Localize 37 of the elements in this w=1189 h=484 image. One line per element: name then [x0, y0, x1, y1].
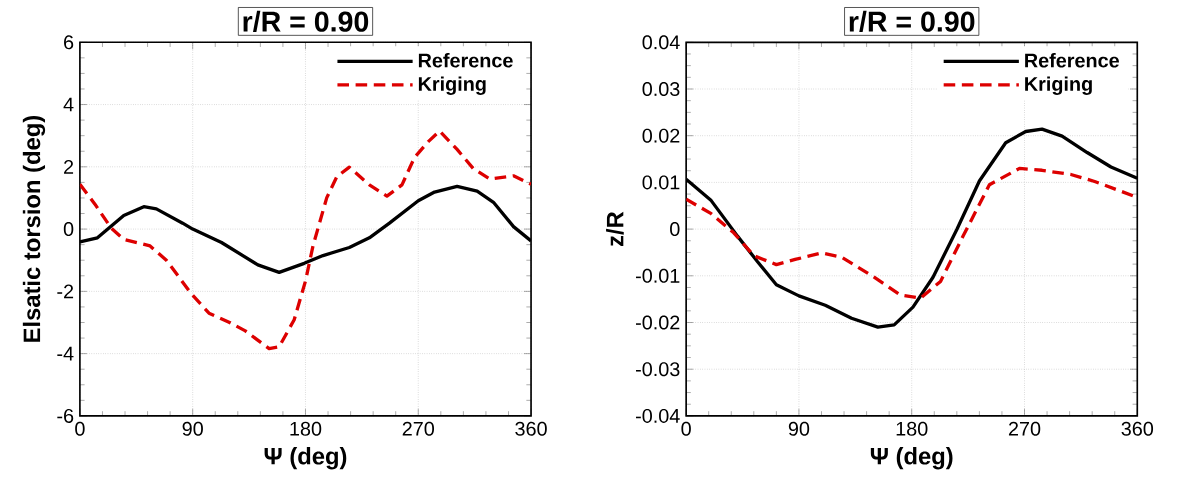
- x-tick-label: 360: [1121, 421, 1154, 436]
- y-axis-title: Elsatic torsion (deg): [22, 115, 46, 342]
- x-tick-label: 180: [896, 421, 928, 436]
- y-tick-label: 0.02: [642, 128, 680, 143]
- y-tick-label: 4: [63, 97, 74, 112]
- legend-label: Kriging: [418, 76, 486, 95]
- y-tick-label: -6: [57, 408, 74, 423]
- y-tick-label: -0.03: [636, 362, 680, 377]
- y-tick-label: 0: [63, 222, 74, 237]
- x-tick-label: 90: [788, 421, 810, 436]
- x-tick-label: 180: [290, 421, 322, 436]
- x-axis-title: Ψ (deg): [264, 447, 347, 470]
- y-tick-label: -0.02: [636, 315, 680, 330]
- y-tick-label: 0.01: [642, 175, 680, 190]
- y-tick-label: 0.03: [642, 81, 680, 96]
- x-tick-label: 0: [681, 421, 691, 436]
- chart-title: r/R = 0.90: [849, 10, 975, 33]
- x-tick-label: 90: [182, 421, 203, 436]
- legend-label: Reference: [1025, 52, 1119, 68]
- x-tick-label: 0: [75, 421, 85, 436]
- chart-title: r/R = 0.90: [243, 10, 369, 33]
- x-axis-title: Ψ (deg): [870, 447, 953, 470]
- x-tick-label: 270: [402, 421, 435, 436]
- y-tick-label: -2: [57, 284, 74, 299]
- y-tick-label: -4: [57, 346, 74, 361]
- legend-label: Reference: [418, 52, 513, 68]
- y-tick-label: -0.01: [636, 268, 680, 283]
- legend-label: Kriging: [1025, 76, 1092, 95]
- y-tick-label: 0: [670, 222, 680, 237]
- line-series: [79, 129, 532, 351]
- y-tick-label: 2: [64, 159, 74, 174]
- y-tick-label: 0.04: [642, 35, 680, 50]
- y-tick-label: 6: [64, 35, 74, 50]
- y-axis-title: z/R: [606, 211, 624, 246]
- y-tick-label: -0.04: [636, 408, 680, 423]
- x-tick-label: 360: [515, 421, 547, 436]
- x-tick-label: 270: [1008, 421, 1041, 436]
